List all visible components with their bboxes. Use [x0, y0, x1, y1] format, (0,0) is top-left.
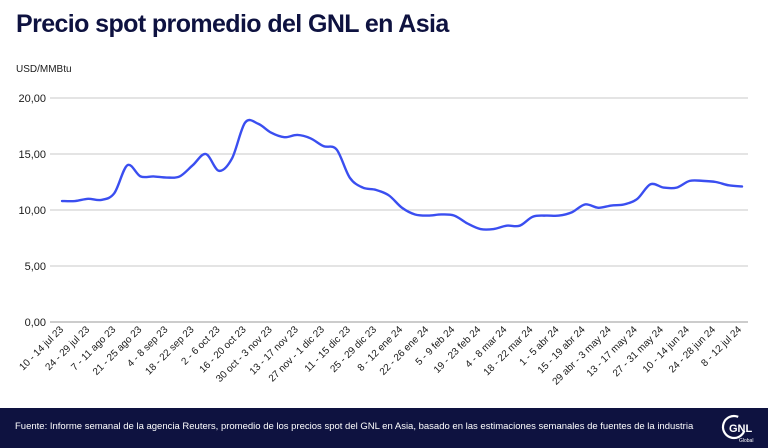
- y-axis-unit-label: USD/MMBtu: [16, 64, 72, 75]
- svg-text:Global: Global: [739, 438, 753, 444]
- series-line: [60, 118, 744, 231]
- source-note: Fuente: Informe semanal de la agencia Re…: [15, 421, 694, 432]
- gnl-global-logo: GNL Global: [721, 414, 753, 444]
- y-tick-label: 0,00: [25, 317, 46, 329]
- y-tick-label: 10,00: [18, 205, 46, 217]
- chart-title: Precio spot promedio del GNL en Asia: [16, 10, 449, 38]
- footer-bar: Fuente: Informe semanal de la agencia Re…: [0, 408, 768, 448]
- y-tick-label: 5,00: [25, 261, 46, 273]
- y-tick-label: 15,00: [18, 149, 46, 161]
- y-tick-label: 20,00: [18, 93, 46, 105]
- svg-text:GNL: GNL: [729, 423, 753, 435]
